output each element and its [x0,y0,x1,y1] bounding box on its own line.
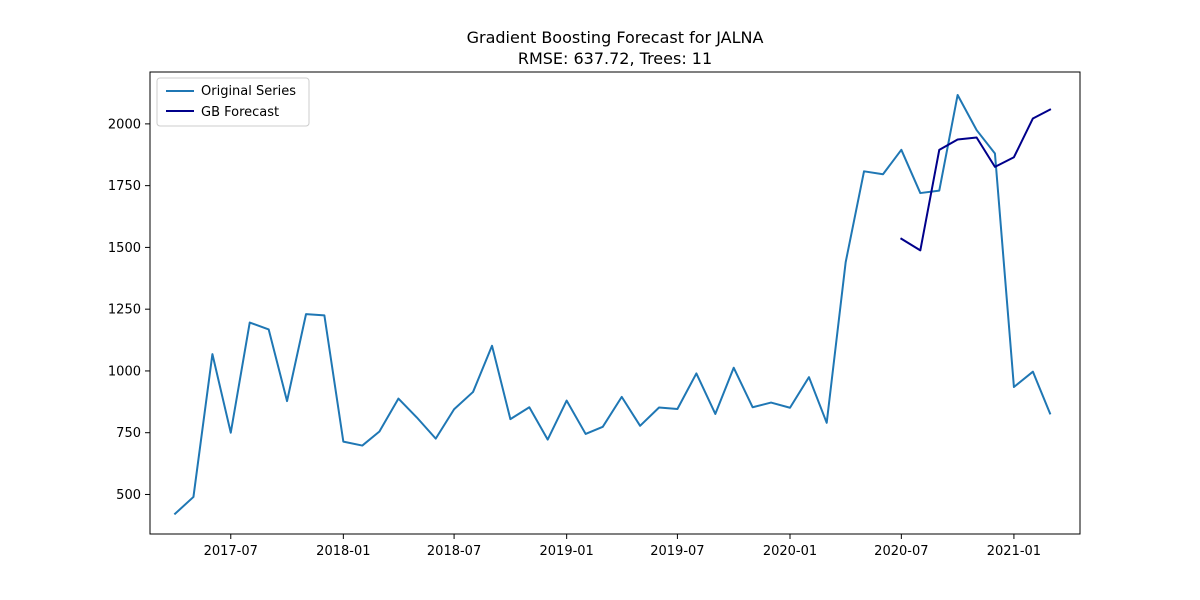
x-tick-label: 2019-01 [540,544,594,559]
chart-title: Gradient Boosting Forecast for JALNA [467,28,764,47]
x-tick-label: 2017-07 [204,544,258,559]
legend-box [156,77,310,127]
legend-label-original-series: Original Series [201,84,296,99]
legend: Original Series GB Forecast [156,77,310,127]
x-tick-label: 2018-01 [316,544,370,559]
chart-subtitle: RMSE: 637.72, Trees: 11 [518,49,712,68]
y-tick-label: 1250 [108,303,141,318]
y-tick-label: 1750 [108,179,141,194]
y-tick-label: 1500 [108,241,141,256]
series-line-original-series [173,93,1052,516]
y-tick-label: 1000 [108,364,141,379]
y-tick-label: 500 [116,488,141,503]
x-tick-label: 2019-07 [650,544,704,559]
axes: 2017-07 2018-01 2018-07 2019-01 2019-07 2020-… [108,71,1081,559]
y-tick-label: 2000 [108,117,141,132]
x-tick-label: 2018-07 [427,544,481,559]
plot-area [173,93,1052,516]
legend-label-gb-forecast: GB Forecast [201,105,279,120]
y-tick-label: 750 [116,426,141,441]
x-tick-label: 2021-01 [987,544,1041,559]
x-tick-label: 2020-07 [874,544,928,559]
axes-frame [149,71,1081,535]
series-line-gb-forecast [899,108,1052,252]
x-tick-label: 2020-01 [763,544,817,559]
